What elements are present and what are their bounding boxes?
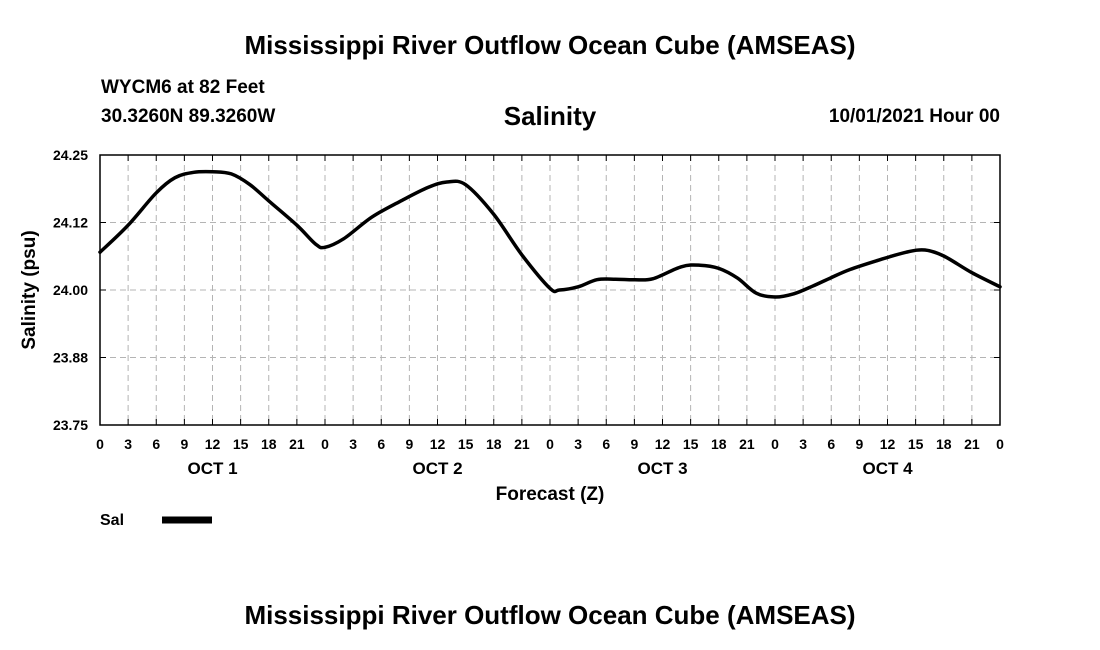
station-label: WYCM6 at 82 Feet [101, 77, 265, 98]
day-label: OCT 4 [862, 459, 913, 478]
x-tick-label: 12 [655, 436, 671, 452]
x-tick-label: 15 [908, 436, 924, 452]
x-tick-label: 3 [574, 436, 582, 452]
footer-title: Mississippi River Outflow Ocean Cube (AM… [244, 600, 856, 630]
x-tick-label: 0 [546, 436, 554, 452]
y-tick-label: 24.00 [53, 282, 88, 298]
x-tick-label: 15 [233, 436, 249, 452]
day-label: OCT 3 [637, 459, 687, 478]
grid-lines [100, 155, 1000, 425]
x-tick-label: 18 [261, 436, 277, 452]
x-tick-labels: 0 3 6 9 12 15 18 21 0 3 6 9 12 15 18 21 0 3 6 9 12 15 18 21 0 3 6 9… [96, 436, 1004, 452]
day-label: OCT 2 [412, 459, 462, 478]
x-tick-label: 6 [152, 436, 160, 452]
salinity-chart: 24.25 24.12 24.00 23.88 23.75 0 3 6 9 12 15 18 21 0 3… [19, 147, 1004, 529]
x-tick-label: 3 [124, 436, 132, 452]
legend-label: Sal [100, 512, 124, 529]
x-tick-label: 12 [880, 436, 896, 452]
x-tick-label: 9 [405, 436, 413, 452]
x-tick-label: 21 [739, 436, 755, 452]
y-tick-label: 23.75 [53, 417, 88, 433]
x-tick-label: 0 [96, 436, 104, 452]
x-tick-label: 21 [964, 436, 980, 452]
y-tick-label: 23.88 [53, 350, 88, 366]
x-tick-label: 15 [458, 436, 474, 452]
x-tick-label: 21 [289, 436, 305, 452]
x-tick-label: 0 [996, 436, 1004, 452]
run-time: 10/01/2021 Hour 00 [828, 106, 1000, 127]
salinity-series-line [98, 169, 1002, 299]
y-tick-labels: 24.25 24.12 24.00 23.88 23.75 [53, 147, 88, 433]
x-tick-label: 6 [827, 436, 835, 452]
y-axis-label: Salinity (psu) [19, 230, 40, 349]
x-tick-label: 21 [514, 436, 530, 452]
chart-title: Mississippi River Outflow Ocean Cube (AM… [244, 30, 856, 60]
x-tick-label: 0 [321, 436, 329, 452]
x-tick-label: 9 [180, 436, 188, 452]
y-tick-label: 24.12 [53, 215, 88, 231]
x-tick-label: 18 [486, 436, 502, 452]
y-tick-label: 24.25 [53, 147, 88, 163]
x-tick-label: 9 [630, 436, 638, 452]
day-labels: OCT 1 OCT 2 OCT 3 OCT 4 [187, 459, 913, 478]
x-tick-label: 3 [799, 436, 807, 452]
day-label: OCT 1 [187, 459, 237, 478]
x-tick-label: 0 [771, 436, 779, 452]
x-tick-label: 12 [205, 436, 221, 452]
x-tick-label: 18 [711, 436, 727, 452]
x-axis-label: Forecast (Z) [496, 484, 605, 505]
x-tick-label: 12 [430, 436, 446, 452]
x-tick-label: 9 [855, 436, 863, 452]
x-tick-label: 18 [936, 436, 952, 452]
station-coordinates: 30.3260N 89.3260W [101, 106, 276, 127]
plot-frame [99, 154, 1001, 426]
x-tick-label: 6 [602, 436, 610, 452]
x-tick-label: 3 [349, 436, 357, 452]
x-tick-label: 15 [683, 436, 699, 452]
x-tick-label: 6 [377, 436, 385, 452]
variable-title: Salinity [503, 101, 597, 131]
